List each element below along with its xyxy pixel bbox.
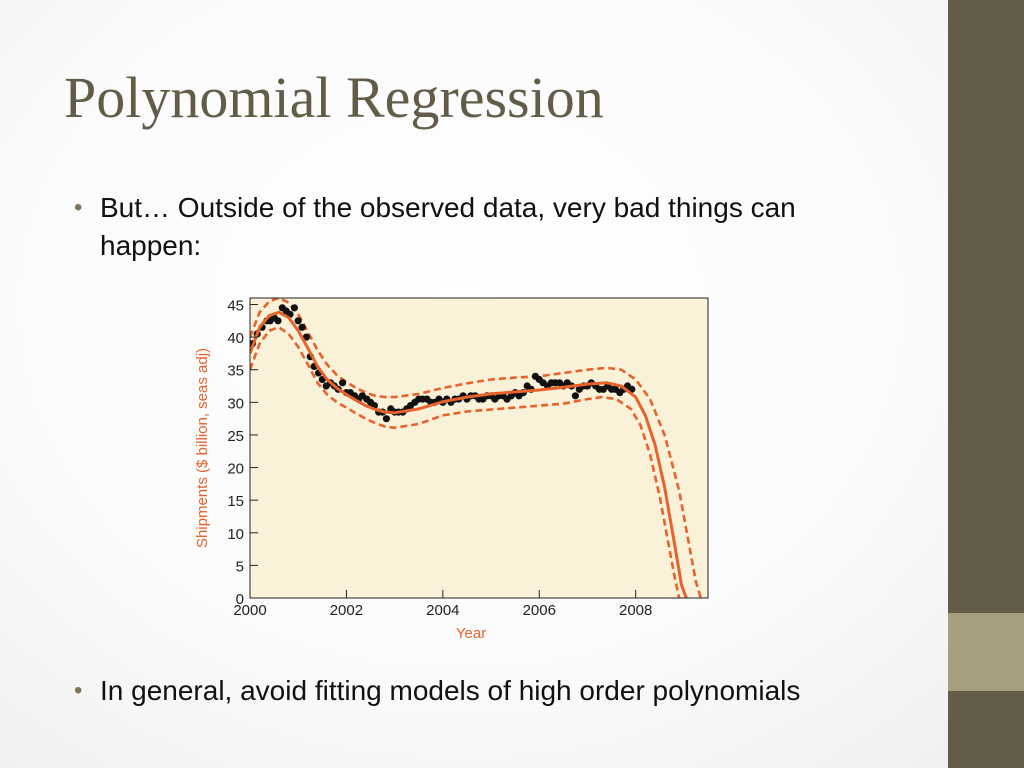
bullet-marker: • — [74, 677, 83, 704]
fit-line — [250, 310, 688, 598]
data-point — [274, 317, 282, 325]
x-tick-label: 2006 — [523, 602, 556, 619]
bullet-item-2: • In general, avoid fitting models of hi… — [74, 672, 894, 710]
slide-title: Polynomial Regression — [64, 65, 604, 130]
side-accent-block — [948, 613, 1024, 691]
plot-content — [250, 298, 703, 598]
shipments-chart: 0 5 10 15 20 25 30 35 40 45 2000 2002 2004 2006 2008 S… — [194, 297, 709, 642]
x-tick-label: 2000 — [233, 602, 266, 619]
plot-frame — [249, 297, 709, 599]
x-tick-label: 2008 — [619, 602, 652, 619]
x-tick-label: 2002 — [330, 602, 363, 619]
y-tick-label: 25 — [227, 428, 244, 445]
data-point — [298, 323, 306, 331]
y-tick-label: 5 — [236, 558, 244, 575]
lower-band-line — [250, 325, 681, 598]
x-tick-label: 2004 — [426, 602, 459, 619]
data-point — [290, 304, 298, 312]
data-point — [302, 333, 310, 341]
bullet-text-1: But… Outside of the observed data, very … — [100, 192, 796, 261]
y-tick-label: 20 — [227, 461, 244, 478]
data-point — [339, 379, 347, 387]
x-axis-label: Year — [456, 625, 486, 642]
y-tick-label: 0 — [236, 591, 244, 608]
bullet-item-1: • But… Outside of the observed data, ver… — [74, 189, 894, 265]
plot-area — [250, 298, 708, 598]
bullet-text-2: In general, avoid fitting models of high… — [100, 675, 801, 706]
data-point — [382, 415, 390, 423]
y-tick-label: 40 — [227, 330, 244, 347]
bullet-marker: • — [74, 194, 83, 221]
y-tick-label: 45 — [227, 298, 244, 315]
y-tick-label: 35 — [227, 363, 244, 380]
y-axis-label: Shipments ($ billion, seas adj) — [194, 348, 211, 548]
data-point — [571, 392, 579, 400]
axis-ticks: 0 5 10 15 20 25 30 35 40 45 2000 2002 2004 2006 2008 — [227, 298, 652, 619]
y-tick-label: 10 — [227, 526, 244, 543]
data-point — [294, 317, 302, 325]
y-tick-label: 15 — [227, 493, 244, 510]
y-tick-label: 30 — [227, 395, 244, 412]
